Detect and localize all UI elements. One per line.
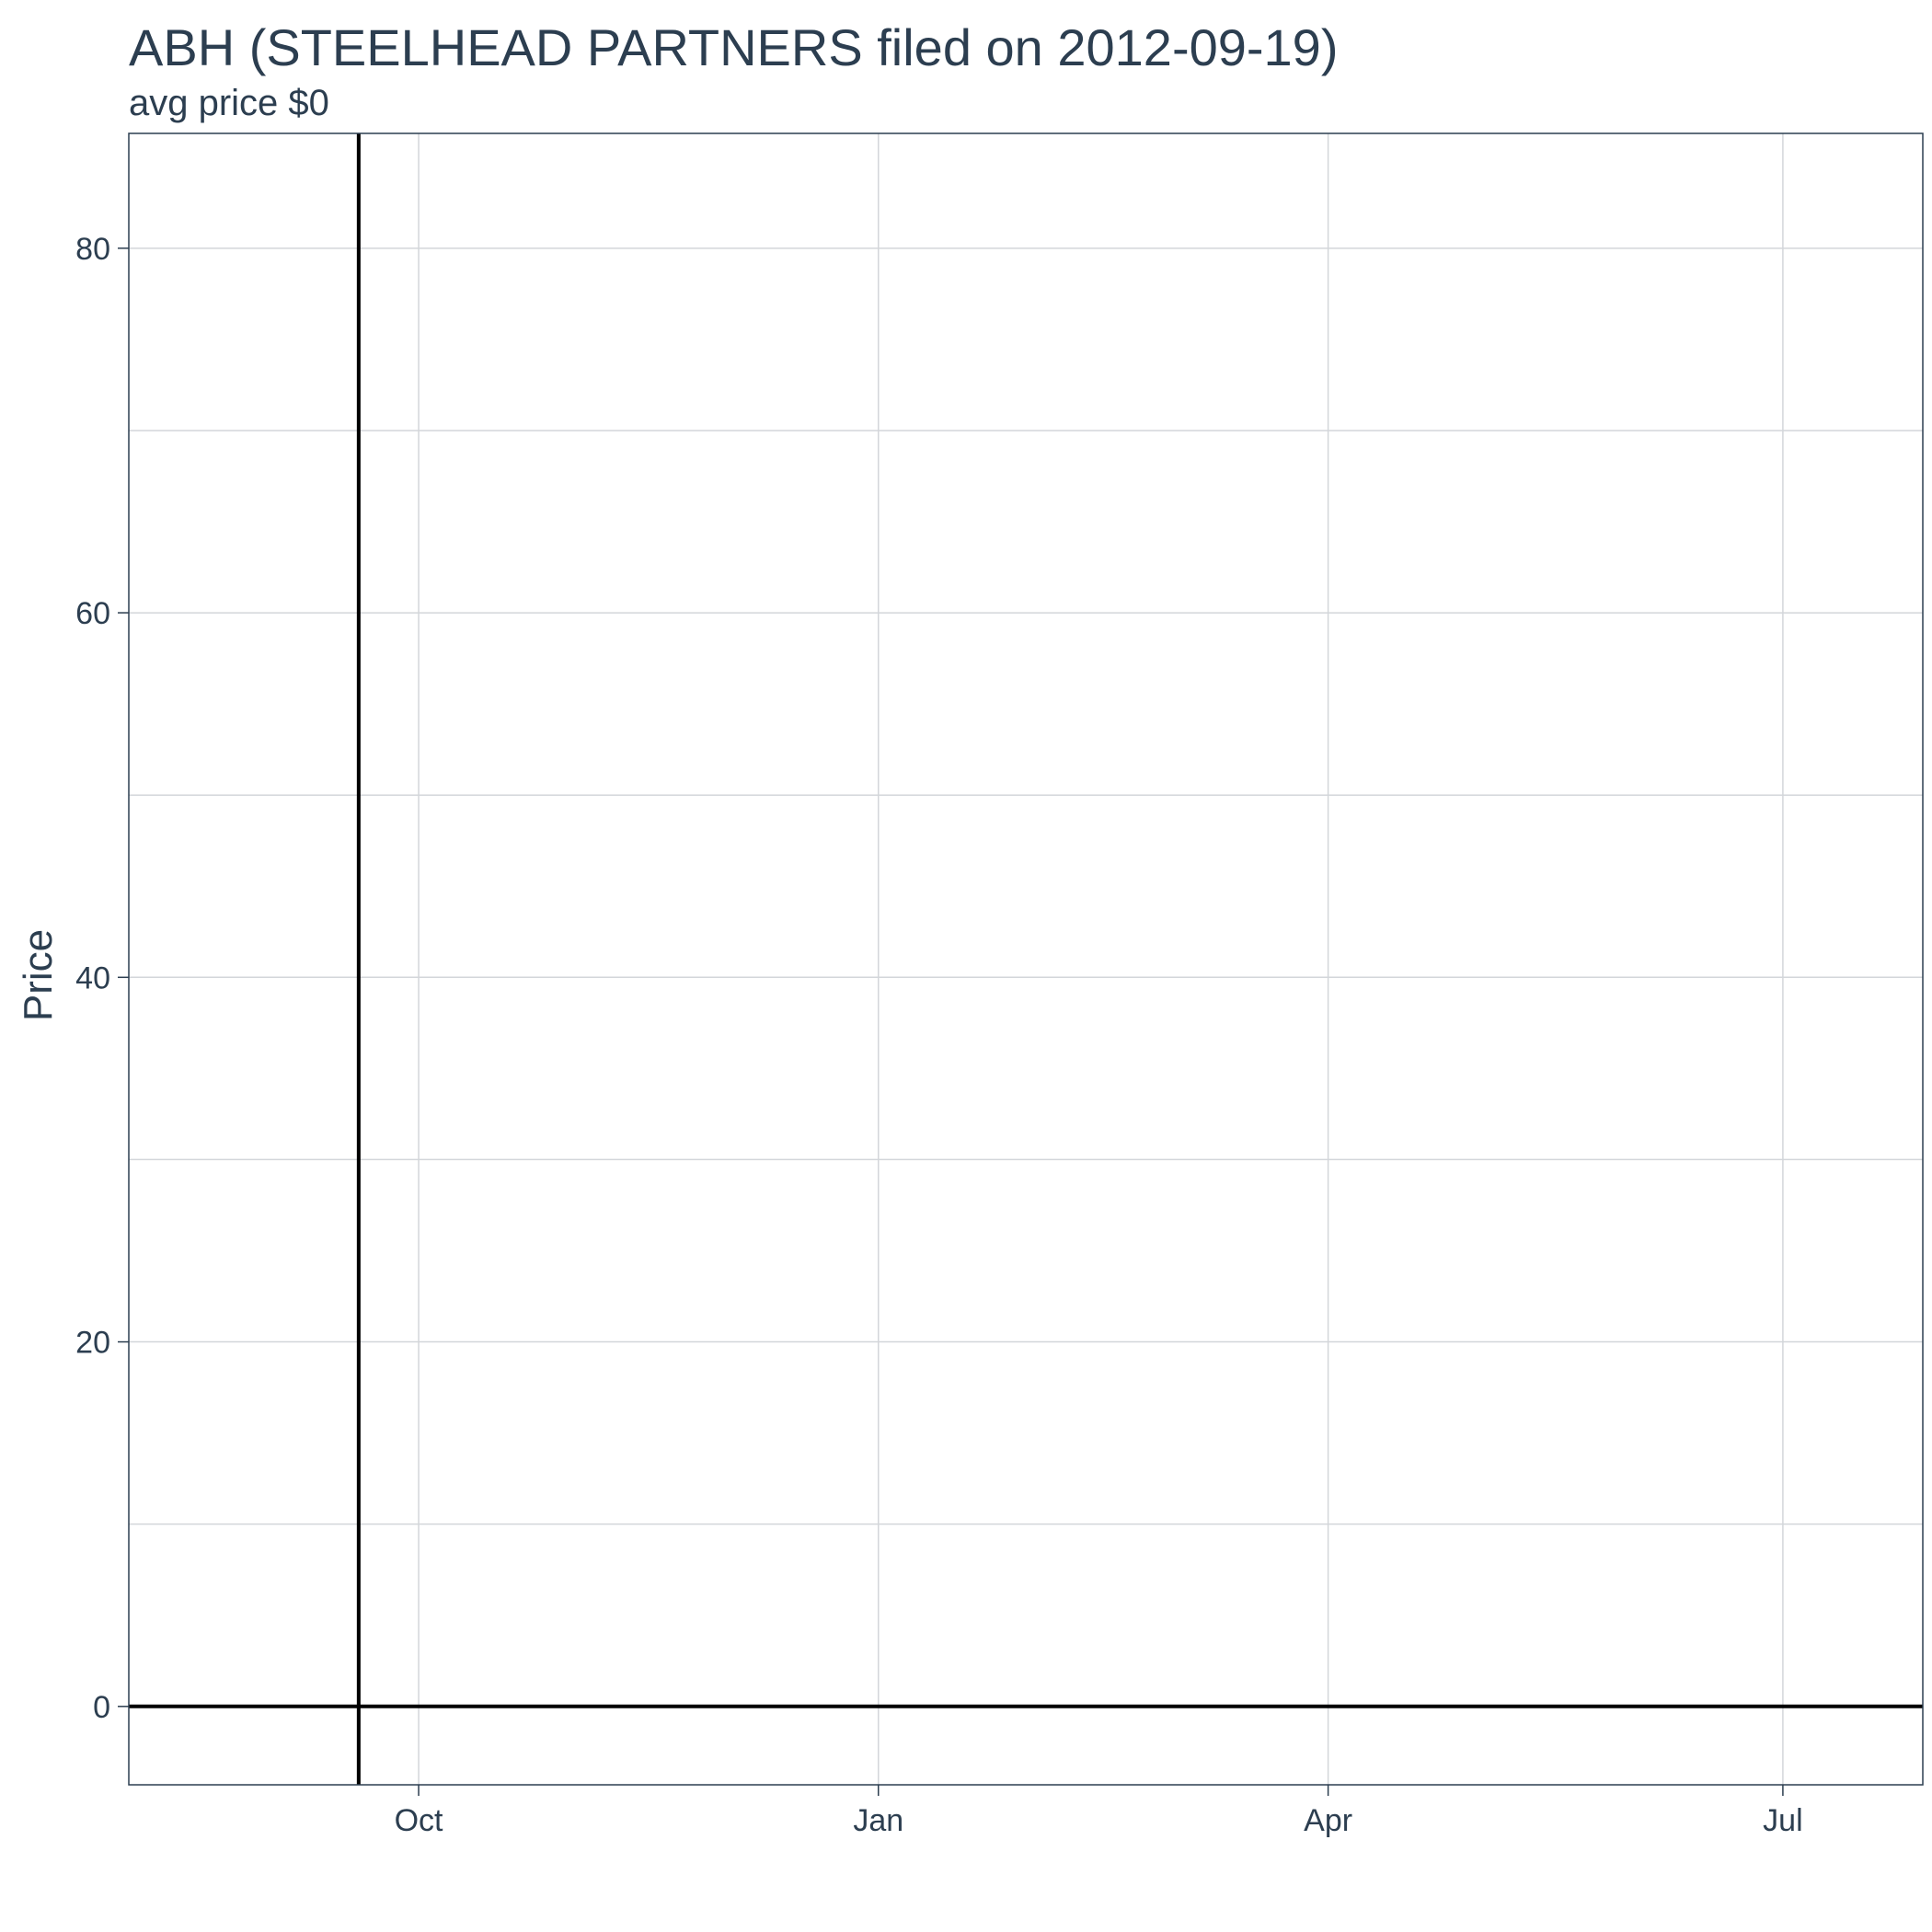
chart-subtitle: avg price $0	[129, 83, 329, 123]
chart-title: ABH (STEELHEAD PARTNERS filed on 2012-09…	[129, 18, 1339, 76]
y-tick-label: 80	[75, 232, 110, 267]
axis-layer: 0 20 40 60 80 Oct Jan Apr Jul	[75, 232, 1802, 1838]
y-tick-label: 60	[75, 596, 110, 631]
x-tick-label: Apr	[1304, 1803, 1352, 1838]
x-tick-label: Jul	[1763, 1803, 1802, 1838]
y-tick-label: 20	[75, 1326, 110, 1361]
data-layer	[129, 133, 1923, 1785]
y-tick-label: 40	[75, 960, 110, 995]
x-tick-label: Jan	[853, 1803, 903, 1838]
y-axis-title: Price	[16, 929, 61, 1021]
x-tick-label: Oct	[395, 1803, 443, 1838]
grid-layer	[129, 133, 1923, 1785]
plot-panel-border	[128, 132, 1924, 1786]
y-tick-label: 0	[93, 1690, 110, 1725]
